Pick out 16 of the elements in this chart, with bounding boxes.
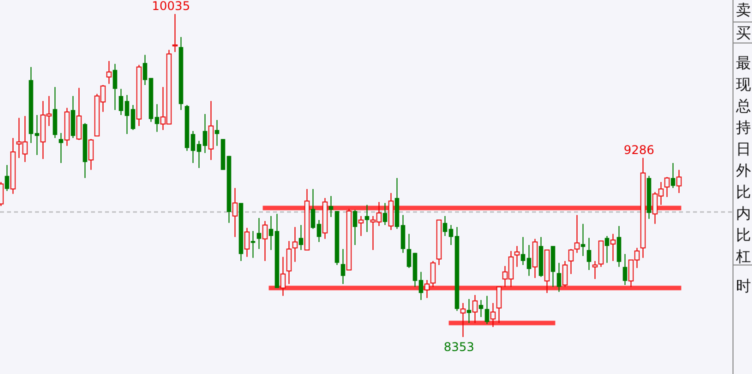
annotation: 9286: [624, 142, 654, 157]
text: 内: [736, 204, 751, 222]
text: 持: [736, 118, 751, 136]
text: 比: [736, 183, 751, 201]
text: 买: [736, 24, 751, 42]
text: 比: [736, 226, 751, 244]
text: 外: [736, 162, 751, 180]
text: 总: [735, 97, 751, 115]
text: 时: [736, 277, 751, 295]
text: 杠: [735, 248, 751, 266]
text: 日: [736, 140, 751, 158]
text: 现: [736, 76, 751, 94]
text: 卖: [736, 1, 751, 19]
text: 最: [736, 54, 751, 72]
annotation: 10035: [152, 0, 190, 13]
annotation: 8353: [444, 340, 474, 354]
